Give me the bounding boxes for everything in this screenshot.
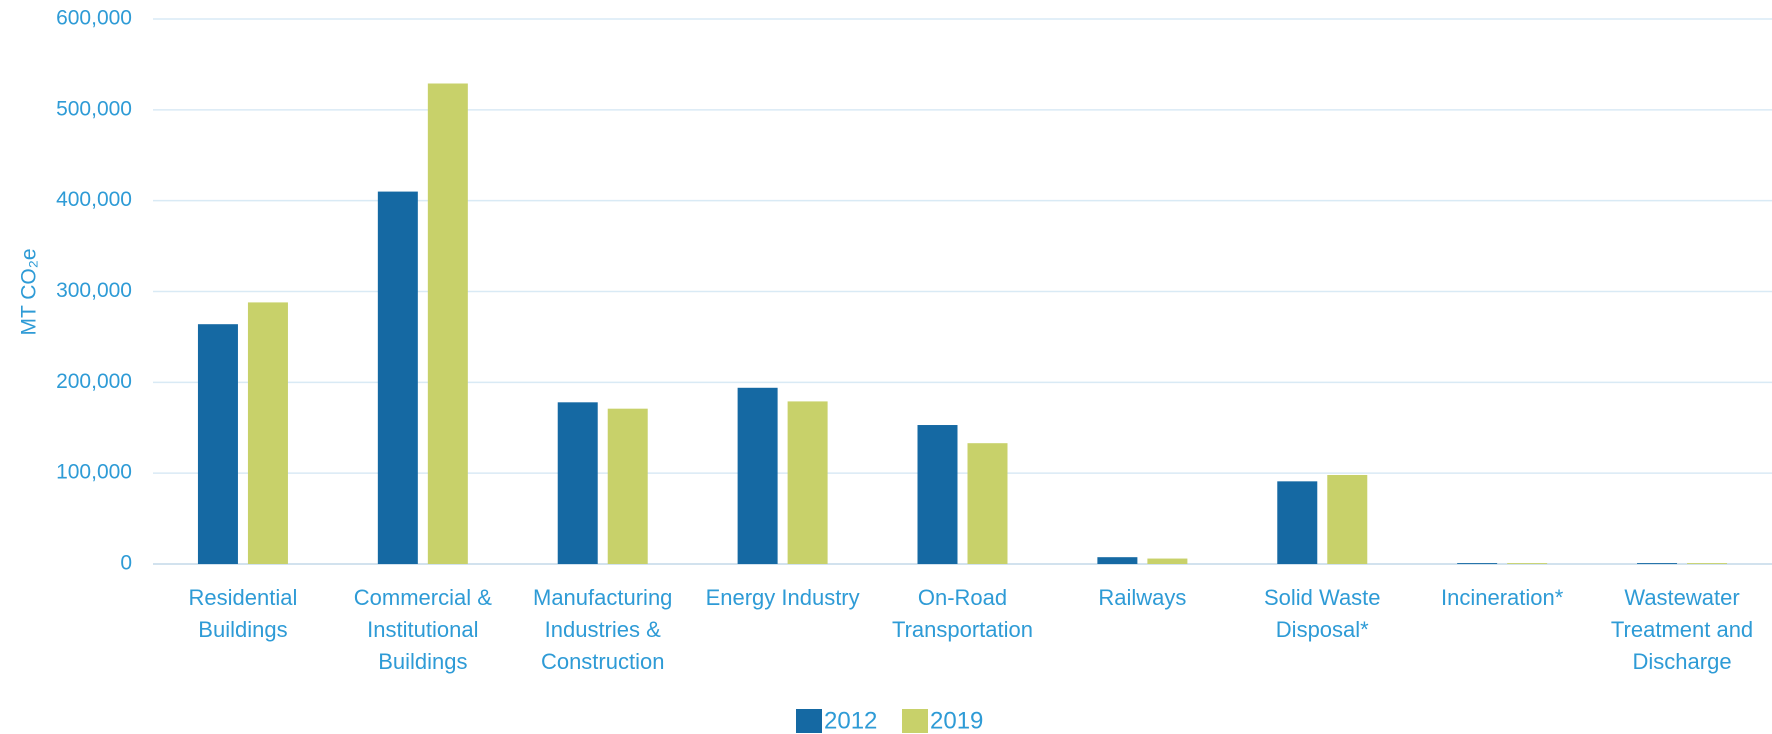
- legend-label: 2012: [824, 707, 877, 734]
- bar: [197, 324, 238, 564]
- bar: [427, 83, 468, 564]
- x-tick-label: Residential Buildings: [188, 585, 298, 642]
- x-tick-label: Energy Industry: [705, 585, 860, 610]
- legend-label: 2019: [930, 707, 983, 734]
- y-tick-label: 500,000: [56, 97, 132, 120]
- bar: [917, 425, 958, 564]
- legend-swatch: [902, 709, 928, 733]
- y-axis-title: MT CO₂e: [18, 248, 41, 335]
- x-tick-label: Wastewater Treatment and Discharge: [1610, 585, 1754, 674]
- legend-swatch: [796, 709, 822, 733]
- bar: [1147, 558, 1188, 564]
- y-tick-label: 0: [120, 552, 132, 575]
- bar: [1687, 563, 1728, 564]
- bar: [967, 443, 1008, 564]
- y-tick-label: 400,000: [56, 188, 132, 211]
- y-tick-label: 200,000: [56, 370, 132, 393]
- bar: [1097, 557, 1138, 564]
- bar: [1507, 563, 1548, 564]
- bar: [1457, 563, 1498, 564]
- y-tick-label: 600,000: [56, 7, 132, 30]
- bar: [377, 191, 418, 565]
- x-tick-label: Commercial & Institutional Buildings: [353, 585, 492, 674]
- bar: [247, 302, 288, 564]
- x-tick-label: Solid Waste Disposal*: [1263, 585, 1381, 642]
- bar: [557, 402, 598, 564]
- y-tick-label: 300,000: [56, 279, 132, 302]
- x-tick-label: Manufacturing Industries & Construction: [533, 585, 673, 674]
- y-tick-label: 100,000: [56, 461, 132, 484]
- x-tick-label: Incineration*: [1441, 585, 1564, 610]
- x-tick-label: On-Road Transportation: [891, 585, 1034, 642]
- bar: [1327, 474, 1368, 564]
- bar: [737, 387, 778, 564]
- x-tick-label: Railways: [1098, 585, 1187, 610]
- bar: [1277, 481, 1318, 564]
- bar: [1637, 563, 1678, 564]
- bar: [787, 401, 828, 564]
- bar: [607, 408, 648, 564]
